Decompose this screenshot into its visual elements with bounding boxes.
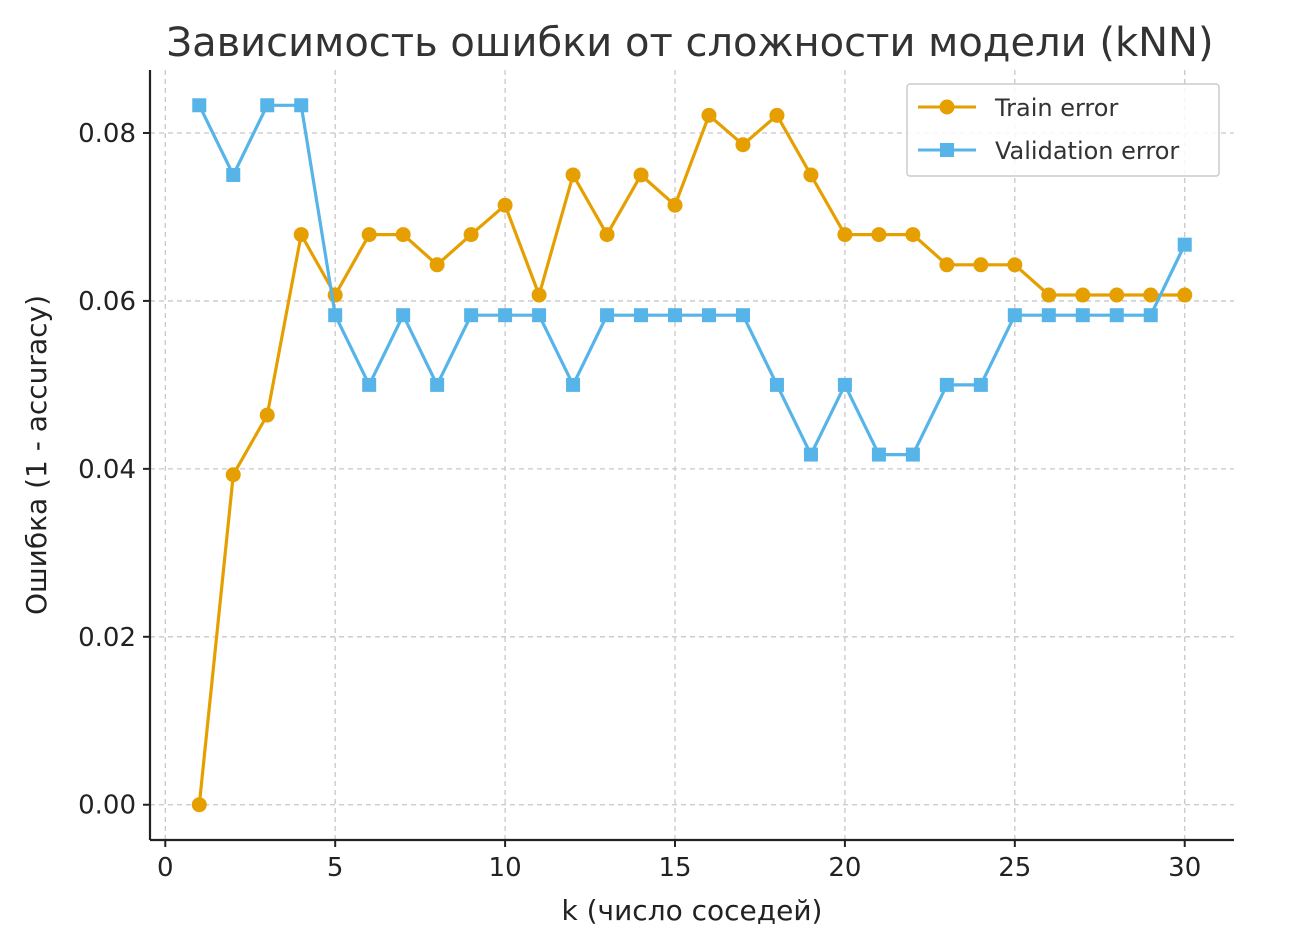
data-point <box>464 308 479 323</box>
data-point <box>1075 287 1091 303</box>
data-point <box>566 377 581 392</box>
data-point <box>429 257 445 273</box>
data-point <box>430 377 445 392</box>
y-tick-label: 0.00 <box>78 791 136 821</box>
data-point <box>735 137 751 153</box>
data-point <box>803 167 819 183</box>
data-point <box>973 377 988 392</box>
legend-marker-validation <box>940 143 954 157</box>
data-point <box>1177 237 1192 252</box>
series-group <box>191 98 1193 813</box>
data-point <box>395 227 411 243</box>
data-point <box>260 98 275 113</box>
x-tick-label: 15 <box>658 853 691 883</box>
data-point <box>531 287 547 303</box>
x-tick-label: 30 <box>1168 853 1201 883</box>
legend: Train error Validation error <box>906 83 1220 177</box>
legend-label-train: Train error <box>994 94 1118 122</box>
data-point <box>532 308 547 323</box>
ticks: 0 5 10 15 20 25 30 0.00 0.02 0.04 0.06 0.08 <box>78 119 1201 883</box>
data-point <box>1109 308 1124 323</box>
data-point <box>871 227 887 243</box>
data-point <box>293 227 309 243</box>
series-line <box>197 113 1185 805</box>
data-point <box>837 227 853 243</box>
data-point <box>1177 287 1193 303</box>
y-tick-label: 0.02 <box>78 623 136 653</box>
data-point <box>803 447 818 462</box>
data-point <box>1143 308 1158 323</box>
data-point <box>362 377 377 392</box>
data-point <box>498 308 513 323</box>
data-point <box>735 308 750 323</box>
data-point <box>634 308 649 323</box>
data-point <box>259 407 275 423</box>
data-point <box>769 107 785 123</box>
axes <box>148 70 1234 842</box>
data-point <box>328 308 343 323</box>
chart-title: Зависимость ошибки от сложности модели (… <box>166 20 1213 66</box>
data-point <box>939 257 955 273</box>
x-tick-label: 5 <box>327 853 344 883</box>
data-point <box>396 308 411 323</box>
data-point <box>1143 287 1159 303</box>
data-point <box>599 227 615 243</box>
series-validation <box>192 98 1192 462</box>
data-point <box>837 377 852 392</box>
data-point <box>1041 308 1056 323</box>
data-point <box>905 227 921 243</box>
data-point <box>667 197 683 213</box>
data-point <box>361 227 377 243</box>
data-point <box>600 308 615 323</box>
data-point <box>668 308 683 323</box>
data-point <box>939 377 954 392</box>
x-tick-label: 0 <box>157 853 174 883</box>
data-point <box>225 467 241 483</box>
data-point <box>1007 257 1023 273</box>
data-point <box>701 107 717 123</box>
data-point <box>633 167 649 183</box>
data-point <box>973 257 989 273</box>
data-point <box>226 167 241 182</box>
series-train <box>191 107 1193 813</box>
data-point <box>565 167 581 183</box>
x-tick-label: 25 <box>998 853 1031 883</box>
data-point <box>905 447 920 462</box>
data-point <box>1041 287 1057 303</box>
data-point <box>1007 308 1022 323</box>
data-point <box>769 377 784 392</box>
legend-frame <box>906 83 1220 177</box>
y-tick-label: 0.06 <box>78 287 136 317</box>
data-point <box>191 797 207 813</box>
legend-marker-train <box>939 99 955 115</box>
data-point <box>294 98 309 113</box>
data-point <box>1075 308 1090 323</box>
data-point <box>497 197 513 213</box>
data-point <box>192 98 207 113</box>
legend-label-validation: Validation error <box>995 137 1179 165</box>
y-tick-label: 0.08 <box>78 119 136 149</box>
x-axis-label: k (число соседей) <box>562 894 823 927</box>
data-point <box>1109 287 1125 303</box>
data-point <box>463 227 479 243</box>
x-tick-label: 10 <box>489 853 522 883</box>
y-tick-label: 0.04 <box>78 455 136 485</box>
data-point <box>701 308 716 323</box>
y-axis-label: Ошибка (1 - accuracy) <box>20 295 53 615</box>
data-point <box>871 447 886 462</box>
x-tick-label: 20 <box>828 853 861 883</box>
